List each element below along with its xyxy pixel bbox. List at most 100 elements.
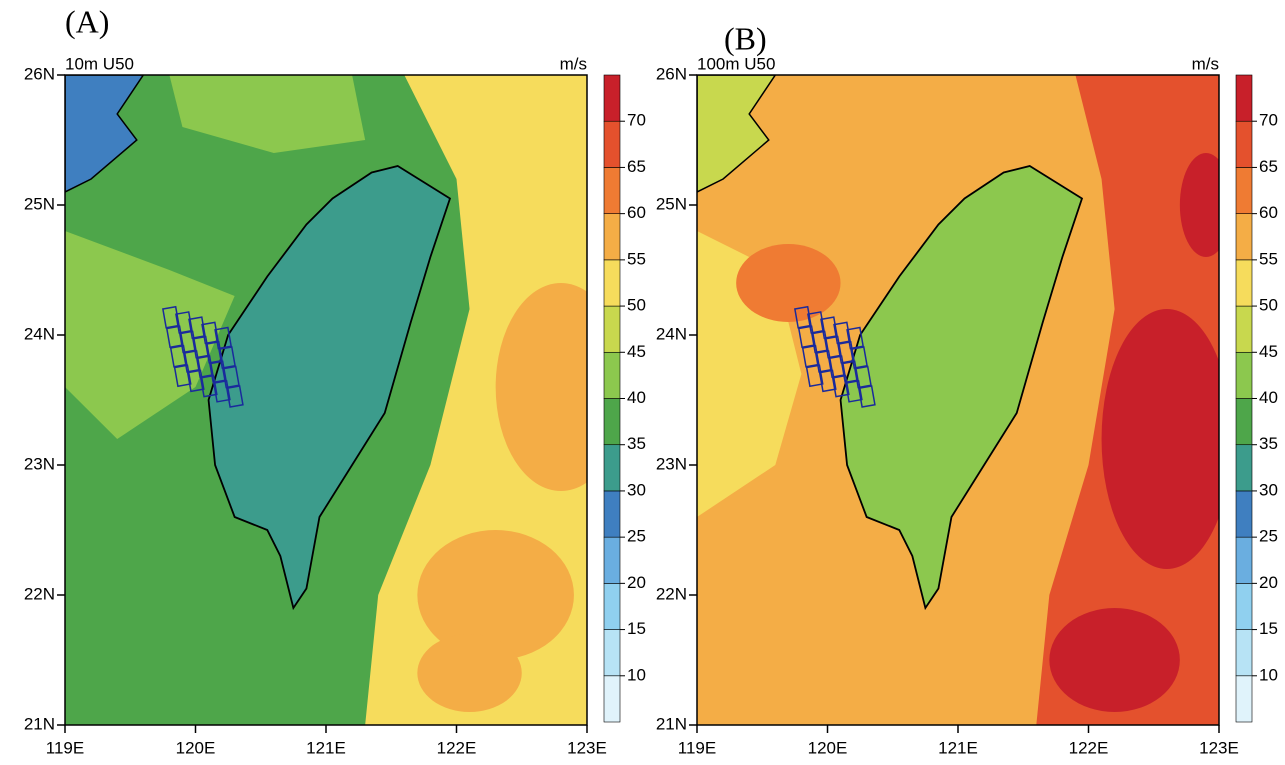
colorbar-bin xyxy=(1235,74,1253,122)
colorbar-bin xyxy=(1235,490,1253,538)
colorbar-bin xyxy=(603,120,621,168)
unit-label: m/s xyxy=(1192,54,1219,73)
taiwan xyxy=(207,165,452,611)
colorbar-tick-label: 55 xyxy=(1259,249,1278,268)
colorbar-bin xyxy=(603,213,621,261)
colorbar-bin xyxy=(603,444,621,492)
wind-farm-cell xyxy=(846,326,865,350)
colorbar-tick-label: 55 xyxy=(627,249,646,268)
colorbar-bin xyxy=(603,305,621,353)
colorbar-tick-label: 30 xyxy=(627,480,646,499)
lat-tick-label: 26N xyxy=(24,64,55,83)
colorbar-bin xyxy=(603,675,621,723)
wind-farm-cell xyxy=(844,379,863,403)
lon-tick-label: 119E xyxy=(678,738,716,757)
colorbar-bin xyxy=(1235,536,1253,584)
colorbar-bin xyxy=(603,583,621,630)
lon-tick-label: 121E xyxy=(938,738,978,757)
colorbar-bin xyxy=(1235,398,1253,446)
lat-tick-label: 24N xyxy=(24,324,55,343)
colorbar-bin xyxy=(1235,213,1253,261)
wind-farm-cell xyxy=(225,385,244,408)
colorbar-tick-label: 15 xyxy=(1259,619,1278,638)
colorbar-bin xyxy=(1235,351,1253,399)
lat-tick-label: 23N xyxy=(24,454,55,473)
wind-farm-cell xyxy=(178,330,197,354)
panel-label: (A) xyxy=(65,3,109,39)
map-panel: 26N 25N 24N 23N 22N 21N 119E 120E 121E 122E 123E (A… xyxy=(24,3,646,757)
wind-farm-cell xyxy=(192,335,210,359)
wind-farm-cell xyxy=(805,364,824,388)
wind-farm-cell xyxy=(169,344,188,368)
colorbar-tick-label: 40 xyxy=(627,388,646,407)
wind-farm-cell xyxy=(850,346,868,369)
wind-farm-cell xyxy=(794,305,812,329)
colorbar-bin xyxy=(1235,629,1253,677)
unit-label: m/s xyxy=(560,54,587,73)
wind-farm-cell xyxy=(797,325,816,349)
colorbar-bin xyxy=(603,351,621,399)
wind-farm-cell xyxy=(807,311,825,334)
map-panel: 26N 25N 24N 23N 22N 21N 119E 120E 121E 122E 123E (B… xyxy=(656,20,1278,757)
colorbar-tick-label: 10 xyxy=(1259,665,1278,684)
colorbar-bin xyxy=(603,74,621,122)
wind-farm-cell xyxy=(205,340,223,364)
colorbar-bin xyxy=(1235,583,1253,630)
wind-farm-cell xyxy=(214,326,233,350)
colorbar-bin xyxy=(603,167,621,214)
wind-farm-cell xyxy=(833,321,851,345)
colorbar-bin xyxy=(603,259,621,307)
wind-farm-cell xyxy=(182,350,201,373)
colorbar-tick-label: 65 xyxy=(1259,157,1278,176)
field-contour xyxy=(1101,309,1219,569)
wind-farm-cell xyxy=(208,360,227,384)
wind-farm-cell xyxy=(162,305,180,329)
wind-farm-cell xyxy=(857,385,876,408)
colorbar-bin xyxy=(603,629,621,677)
colorbar-bin xyxy=(603,490,621,538)
lat-tick-label: 24N xyxy=(656,324,687,343)
colorbar-tick-label: 40 xyxy=(1259,388,1278,407)
panel-title: 100m U50 xyxy=(697,54,775,73)
colorbar-tick-label: 45 xyxy=(1259,342,1278,361)
lon-tick-label: 120E xyxy=(176,738,216,757)
lon-tick-label: 123E xyxy=(567,738,607,757)
lon-tick-label: 122E xyxy=(1069,738,1109,757)
field-contour xyxy=(1179,153,1219,257)
colorbar-tick-label: 50 xyxy=(1259,296,1278,315)
wind-farm-cell xyxy=(173,364,192,388)
wind-farm-cell xyxy=(837,340,855,364)
colorbar-tick-label: 35 xyxy=(1259,434,1278,453)
lat-tick-label: 21N xyxy=(656,714,687,733)
wind-farm-cell xyxy=(840,360,859,384)
lon-tick-label: 121E xyxy=(306,738,346,757)
mainland xyxy=(697,75,777,193)
wind-farm-cell xyxy=(801,344,820,368)
colorbar-bin xyxy=(1235,120,1253,168)
lat-tick-label: 22N xyxy=(656,584,687,603)
lon-tick-label: 119E xyxy=(46,738,84,757)
field-contour xyxy=(495,283,587,491)
panel-title: 10m U50 xyxy=(65,54,134,73)
wind-farm-cell xyxy=(165,325,184,349)
field-contour xyxy=(65,231,235,439)
colorbar-tick-label: 20 xyxy=(627,573,646,592)
mainland xyxy=(65,75,145,193)
wind-farm-cell xyxy=(820,316,838,339)
wind-farm-cell xyxy=(831,374,850,398)
wind-farm-cell xyxy=(222,365,240,389)
lat-tick-label: 25N xyxy=(24,194,55,213)
wind-farm-cell xyxy=(854,365,872,389)
wind-farm-cell xyxy=(188,316,206,339)
field-contour xyxy=(417,634,522,712)
field-contour xyxy=(1049,608,1180,712)
taiwan xyxy=(839,165,1084,611)
wind-farm-cell xyxy=(199,374,218,398)
wind-farm-cell xyxy=(814,350,833,373)
colorbar-tick-label: 45 xyxy=(627,342,646,361)
colorbar-tick-label: 35 xyxy=(627,434,646,453)
wind-field xyxy=(697,75,1219,725)
lat-tick-label: 23N xyxy=(656,454,687,473)
wind-farm-cell xyxy=(212,379,231,403)
